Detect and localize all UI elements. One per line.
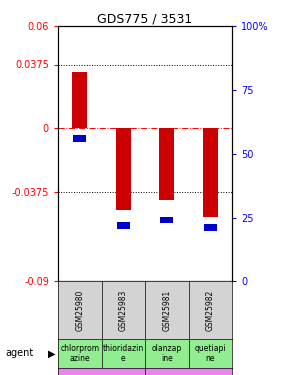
Text: quetiapi
ne: quetiapi ne xyxy=(194,344,226,363)
Bar xyxy=(159,128,174,200)
Text: thioridazin
e: thioridazin e xyxy=(103,344,144,363)
Bar xyxy=(203,128,218,217)
Bar xyxy=(73,135,86,142)
Text: GSM25983: GSM25983 xyxy=(119,290,128,331)
Bar xyxy=(116,128,131,210)
Bar xyxy=(160,217,173,223)
Bar xyxy=(204,224,217,231)
Text: GSM25980: GSM25980 xyxy=(75,290,84,331)
Bar xyxy=(117,222,130,228)
Title: GDS775 / 3531: GDS775 / 3531 xyxy=(97,12,193,25)
Text: GSM25981: GSM25981 xyxy=(162,290,171,331)
Bar xyxy=(72,72,87,128)
Text: agent: agent xyxy=(6,348,34,358)
Text: chlorprom
azine: chlorprom azine xyxy=(60,344,99,363)
Text: ▶: ▶ xyxy=(48,348,55,358)
Text: GSM25982: GSM25982 xyxy=(206,290,215,331)
Text: olanzap
ine: olanzap ine xyxy=(152,344,182,363)
